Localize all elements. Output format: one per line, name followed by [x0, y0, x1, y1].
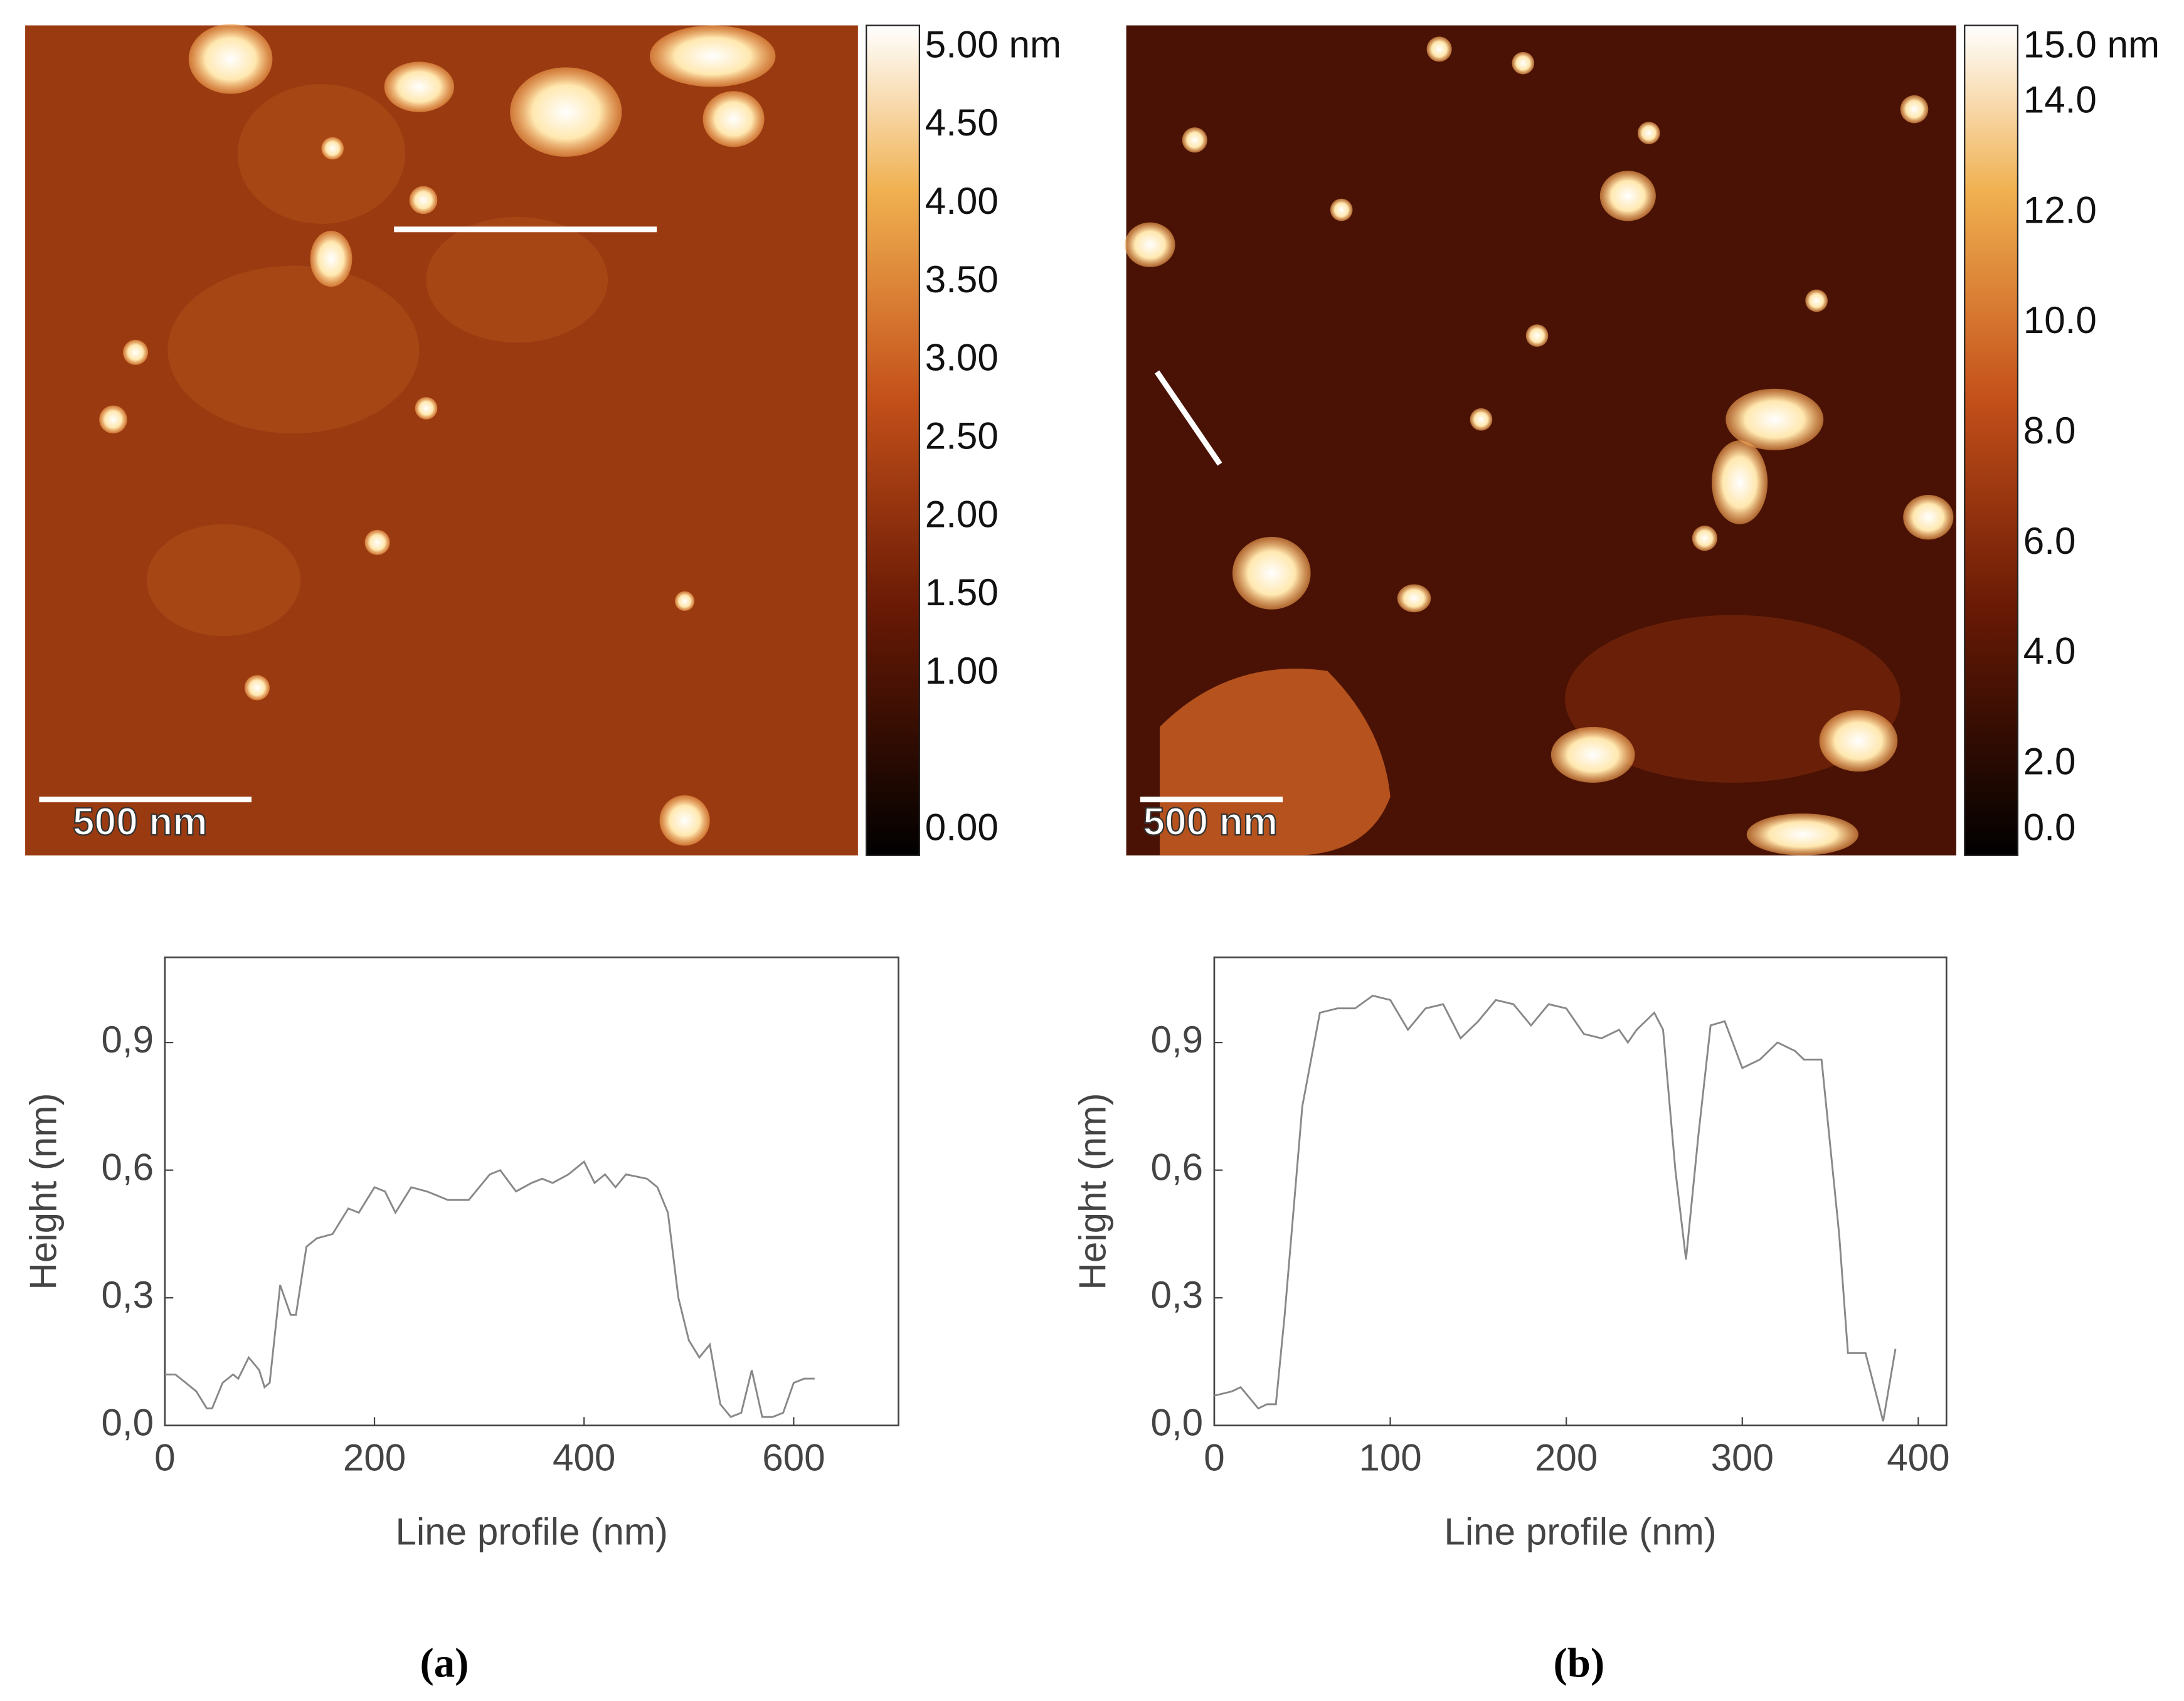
colorbar-tick-label: 15.0 nm [2023, 24, 2160, 66]
colorbar-tick-label: 1.00 [925, 650, 999, 692]
colorbar-tick-label: 0.0 [2023, 807, 2076, 849]
x-tick-label: 0 [154, 1436, 175, 1478]
plot-frame [164, 956, 899, 1427]
colorbar [866, 24, 920, 856]
x-tick-label: 600 [762, 1436, 825, 1478]
afm-image-b [1125, 25, 1956, 856]
y-tick-label: 0,3 [101, 1274, 154, 1316]
x-tick-label: 100 [1359, 1436, 1421, 1478]
colorbar-tick-label: 12.0 [2023, 189, 2097, 231]
profile-line [164, 1160, 815, 1418]
afm-image-a [25, 24, 858, 856]
colorbar-tick-label: 8.0 [2023, 410, 2076, 452]
x-tick-label: 400 [553, 1436, 615, 1478]
x-tick-label: 200 [343, 1436, 406, 1478]
y-tick-label: 0,0 [1151, 1402, 1204, 1444]
x-axis-label: Line profile (nm) [1444, 1510, 1716, 1552]
y-tick-label: 0,6 [1151, 1147, 1204, 1189]
y-tick-label: 0,3 [1151, 1274, 1204, 1316]
panel-label: (a) [420, 1640, 469, 1687]
colorbar-tick-label: 4.00 [925, 180, 999, 222]
x-tick-label: 300 [1711, 1436, 1774, 1478]
x-axis-label: Line profile (nm) [395, 1510, 667, 1552]
colorbar-tick-label: 3.50 [925, 258, 999, 300]
x-tick-label: 200 [1535, 1436, 1598, 1478]
colorbar-tick-label: 14.0 [2023, 78, 2097, 120]
panel-label: (b) [1554, 1640, 1605, 1687]
colorbar-tick-label: 2.50 [925, 415, 999, 457]
colorbar-tick-label: 2.0 [2023, 741, 2076, 783]
colorbar-tick-label: 4.0 [2023, 630, 2076, 672]
colorbar-tick-label: 4.50 [925, 102, 999, 144]
colorbar-tick-label: 6.0 [2023, 520, 2076, 562]
y-axis-label: Height (nm) [22, 1093, 64, 1290]
colorbar-tick-label: 2.00 [925, 493, 999, 535]
y-axis-label: Height (nm) [1071, 1093, 1113, 1290]
scale-bar-label: 500 nm [1143, 800, 1278, 844]
colorbar-tick-label: 5.00 nm [925, 23, 1061, 65]
colorbar-tick-label: 1.50 [925, 571, 999, 613]
x-tick-label: 0 [1204, 1436, 1224, 1478]
colorbar [1964, 24, 2019, 856]
colorbar-tick-label: 10.0 [2023, 299, 2097, 341]
plot-frame [1213, 956, 1948, 1427]
y-tick-label: 0,0 [101, 1402, 154, 1444]
y-tick-label: 0,9 [1151, 1019, 1204, 1061]
y-tick-label: 0,9 [101, 1019, 154, 1061]
colorbar-tick-label: 0.00 [925, 807, 999, 849]
colorbar-tick-label: 3.00 [925, 337, 999, 379]
scale-bar-label: 500 nm [73, 800, 208, 844]
x-tick-label: 400 [1887, 1436, 1949, 1478]
profile-line [1214, 994, 1897, 1422]
y-tick-label: 0,6 [101, 1147, 154, 1189]
